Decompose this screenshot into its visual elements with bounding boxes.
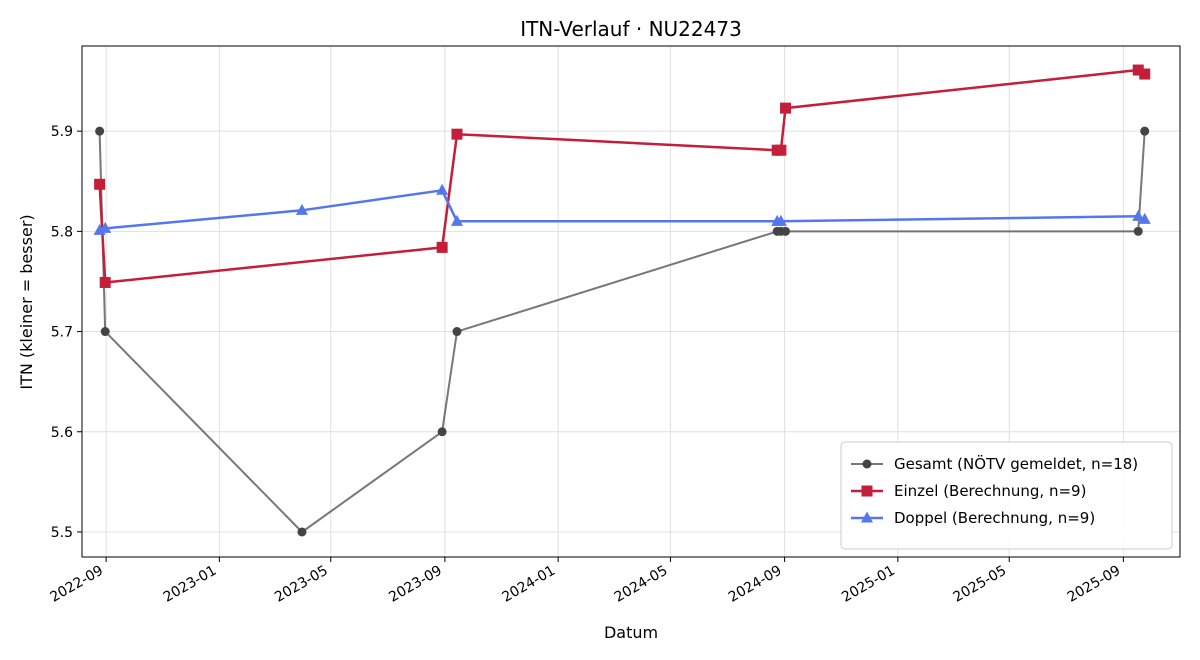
chart-title: ITN-Verlauf · NU22473 <box>520 17 742 41</box>
data-point-circle <box>1140 126 1150 136</box>
data-point-circle <box>781 226 791 236</box>
data-point-circle <box>95 126 105 136</box>
data-point-circle <box>297 527 307 537</box>
legend: Gesamt (NÖTV gemeldet, n=18) Einzel (Bere… <box>840 441 1173 550</box>
data-point-square <box>1139 68 1151 80</box>
data-point-triangle <box>774 214 787 226</box>
legend-label: Einzel (Berechnung, n=9) <box>894 482 1086 500</box>
series-2 <box>94 64 1151 288</box>
data-point-circle <box>437 427 447 437</box>
data-point-square <box>99 276 111 288</box>
legend-marker-square <box>861 485 873 497</box>
y-tick-label: 5.9 <box>51 124 73 140</box>
legend-label: Gesamt (NÖTV gemeldet, n=18) <box>894 454 1138 473</box>
legend-marker-triangle <box>861 511 873 523</box>
series-line <box>98 131 1146 533</box>
y-tick-label: 5.8 <box>51 224 73 240</box>
data-point-square <box>780 102 792 114</box>
data-point-triangle <box>1138 212 1151 224</box>
plot-frame <box>81 45 1181 558</box>
y-axis-label: ITN (kleiner = besser) <box>17 214 36 389</box>
data-point-square <box>94 178 106 190</box>
data-series <box>93 64 1151 537</box>
data-point-square <box>1132 64 1144 76</box>
data-point-triangle <box>436 183 449 195</box>
y-tick-label: 5.5 <box>51 525 73 541</box>
data-point-triangle <box>99 221 112 233</box>
data-point-triangle <box>1132 209 1145 221</box>
y-tick-label: 5.7 <box>51 325 73 341</box>
data-point-triangle <box>450 214 463 226</box>
data-point-square <box>451 128 463 140</box>
series-3 <box>93 183 1151 235</box>
y-tick-label: 5.6 <box>51 425 73 441</box>
series-1 <box>95 126 1150 537</box>
legend-marker-circle <box>862 459 872 469</box>
data-point-square <box>436 241 448 253</box>
data-point-square <box>775 144 787 156</box>
x-axis-label: Datum <box>604 623 658 642</box>
data-point-circle <box>100 327 110 337</box>
data-point-circle <box>1133 226 1143 236</box>
legend-box <box>840 441 1173 550</box>
legend-label: Doppel (Berechnung, n=9) <box>894 509 1095 527</box>
data-point-circle <box>452 327 462 337</box>
data-point-triangle <box>295 203 308 215</box>
